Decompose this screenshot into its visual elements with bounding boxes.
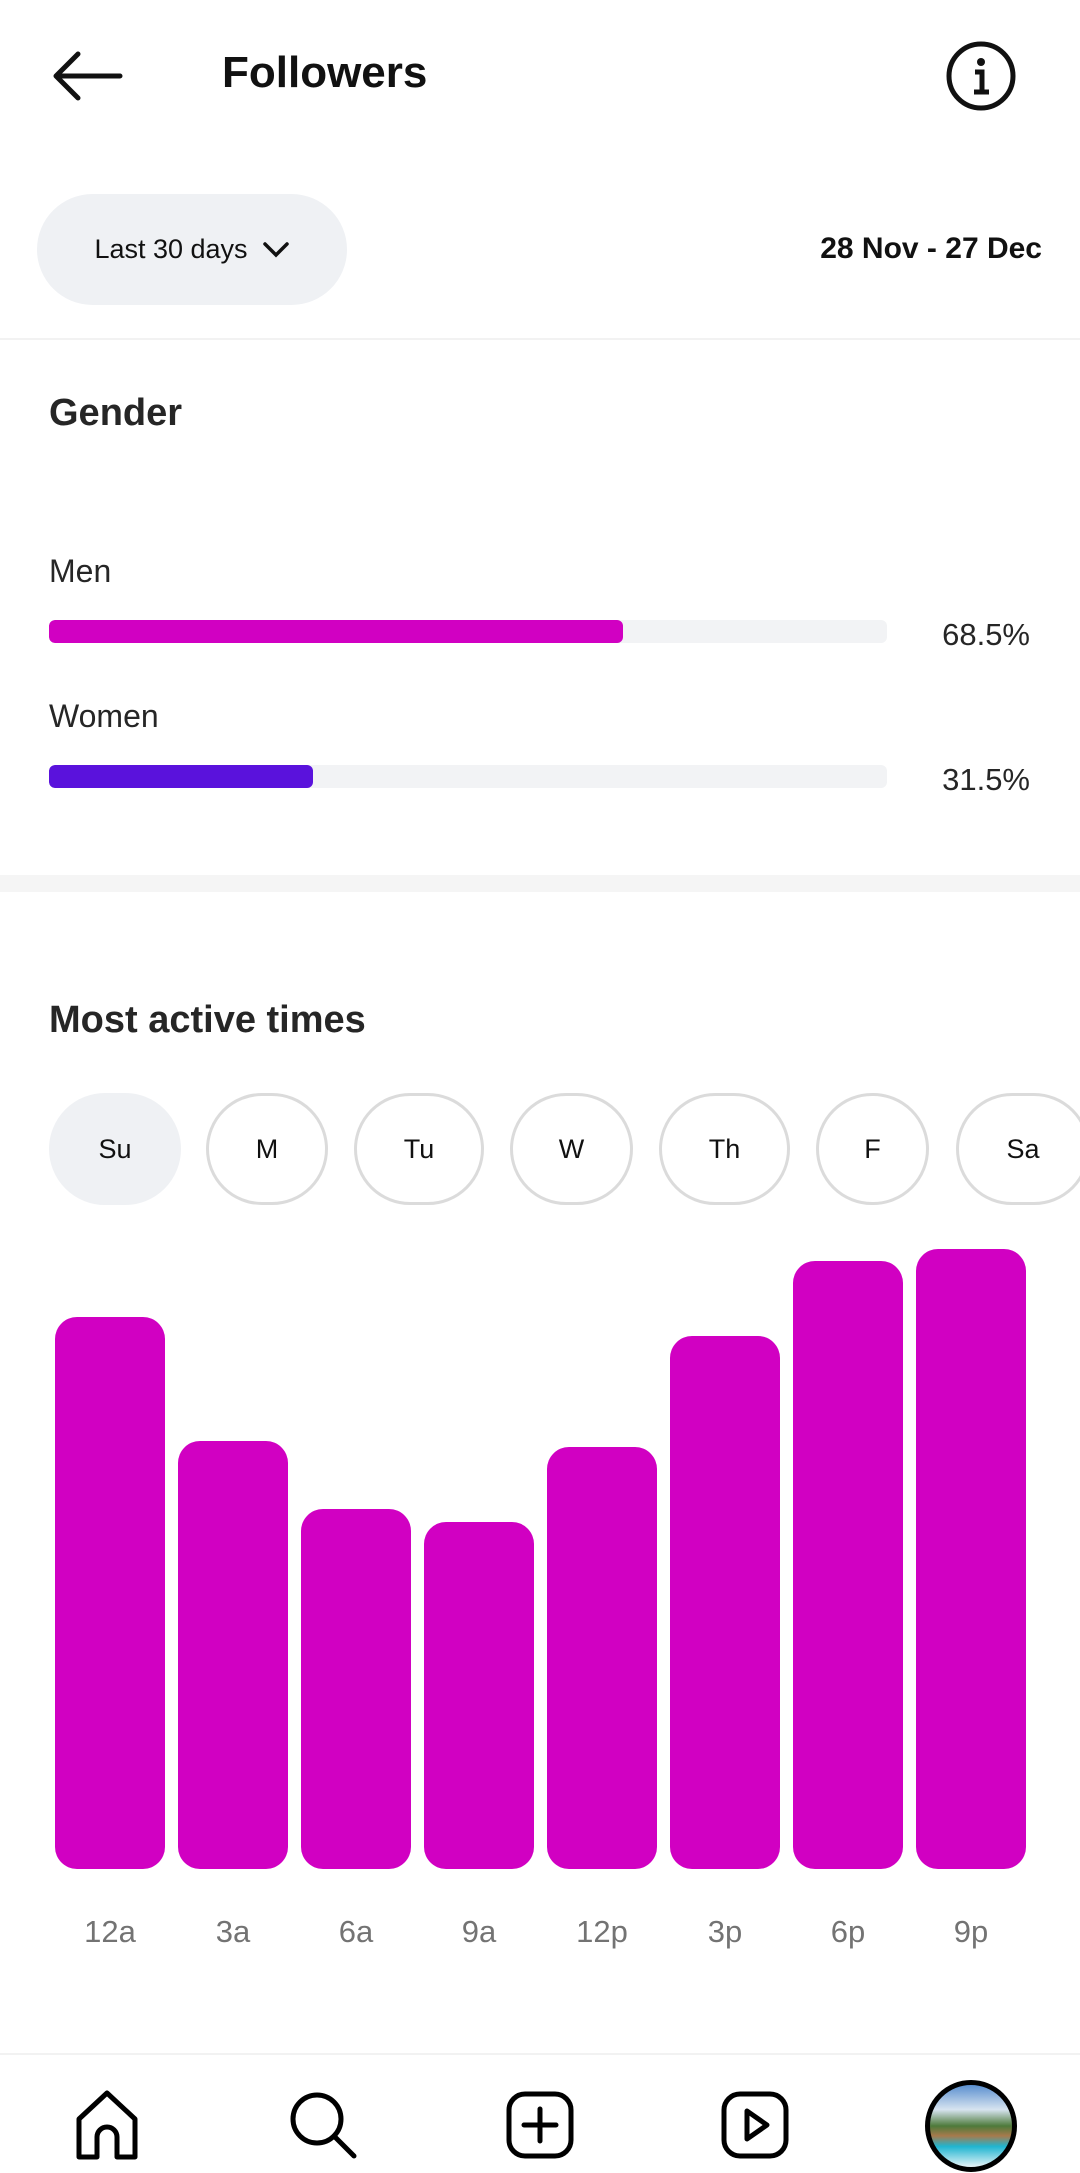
day-tab-th[interactable]: Th bbox=[659, 1093, 790, 1205]
bar-3p bbox=[670, 1335, 780, 1869]
day-tab-w[interactable]: W bbox=[510, 1093, 633, 1205]
reels-icon bbox=[721, 2091, 789, 2159]
x-tick-label: 3p bbox=[707, 1914, 743, 1949]
date-range-label: Last 30 days bbox=[94, 234, 248, 264]
search-icon bbox=[290, 2092, 357, 2159]
day-tab-sa[interactable]: Sa bbox=[956, 1093, 1080, 1205]
day-tab-tu[interactable]: Tu bbox=[354, 1093, 484, 1205]
page-title: Followers bbox=[222, 48, 428, 97]
x-tick-label: 9a bbox=[461, 1914, 497, 1949]
info-icon bbox=[946, 41, 1016, 111]
x-tick-label: 12p bbox=[576, 1914, 628, 1949]
section-separator bbox=[0, 875, 1080, 892]
nav-create[interactable] bbox=[500, 2085, 580, 2165]
bar-6p bbox=[793, 1261, 903, 1869]
back-arrow-icon bbox=[53, 51, 123, 101]
nav-search[interactable] bbox=[283, 2085, 363, 2165]
men-percent: 68.5% bbox=[942, 617, 1030, 652]
women-bar-fill bbox=[49, 765, 313, 788]
x-tick-label: 12a bbox=[84, 1914, 136, 1949]
x-tick-label: 6a bbox=[338, 1914, 374, 1949]
divider bbox=[0, 338, 1080, 340]
day-tab-m[interactable]: M bbox=[206, 1093, 328, 1205]
bar-6a bbox=[301, 1509, 411, 1869]
women-label: Women bbox=[49, 698, 159, 734]
bar-12a bbox=[55, 1317, 165, 1869]
bar-3a bbox=[178, 1441, 288, 1869]
bar-12p bbox=[547, 1447, 657, 1869]
day-tab-f[interactable]: F bbox=[816, 1093, 929, 1205]
date-range-text: 28 Nov - 27 Dec bbox=[820, 232, 1042, 265]
bar-9p bbox=[916, 1249, 1026, 1869]
x-tick-label: 9p bbox=[953, 1914, 989, 1949]
day-tab-su[interactable]: Su bbox=[49, 1093, 181, 1205]
men-bar-fill bbox=[49, 620, 624, 643]
gender-heading: Gender bbox=[49, 392, 183, 434]
nav-reels[interactable] bbox=[715, 2085, 795, 2165]
men-bar-track bbox=[49, 620, 887, 643]
bar-9a bbox=[424, 1521, 534, 1869]
back-button[interactable] bbox=[50, 50, 124, 102]
men-label: Men bbox=[49, 553, 112, 589]
x-tick-label: 6p bbox=[830, 1914, 866, 1949]
x-tick-label: 3a bbox=[215, 1914, 251, 1949]
nav-divider bbox=[0, 2053, 1080, 2055]
profile-avatar[interactable] bbox=[925, 2080, 1017, 2172]
chevron-down-icon bbox=[262, 241, 289, 257]
plus-square-icon bbox=[506, 2091, 574, 2159]
most-active-heading: Most active times bbox=[49, 999, 366, 1041]
nav-home[interactable] bbox=[67, 2085, 147, 2165]
women-bar-track bbox=[49, 765, 887, 788]
date-range-dropdown[interactable]: Last 30 days bbox=[37, 194, 347, 305]
home-icon bbox=[76, 2090, 138, 2160]
women-percent: 31.5% bbox=[942, 762, 1030, 797]
info-button[interactable] bbox=[945, 40, 1017, 112]
